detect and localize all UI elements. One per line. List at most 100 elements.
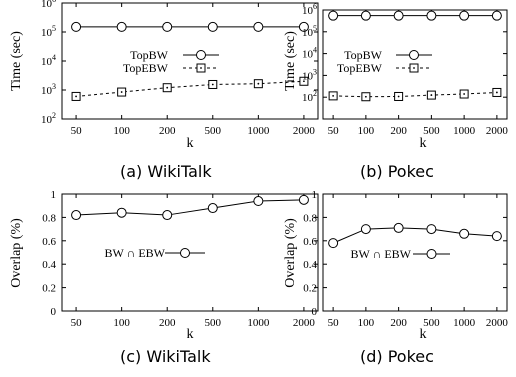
x-tick-label: 100	[358, 317, 375, 329]
plot-frame	[322, 9, 508, 120]
data-point-square-dot	[120, 91, 123, 93]
y-tick-label: 104	[302, 46, 317, 61]
data-point-circle	[253, 196, 264, 207]
x-tick-label: 50	[328, 317, 340, 329]
legend-marker-circle	[409, 50, 419, 60]
data-point-square-dot	[397, 95, 400, 98]
data-point-circle	[328, 10, 339, 21]
data-point-circle	[116, 207, 127, 218]
y-axis-label: Overlap (%)	[283, 218, 298, 288]
x-tick-label: 100	[113, 125, 130, 137]
data-point-circle	[298, 194, 309, 205]
plot-frame	[61, 193, 319, 312]
data-point-circle	[426, 224, 437, 235]
x-tick-label: 50	[328, 125, 340, 137]
data-point-circle	[162, 21, 173, 32]
plot-frame	[61, 2, 319, 120]
series-line-2	[76, 80, 304, 97]
y-axis-label: Time (sec)	[283, 31, 298, 91]
chart-caption: (b) Pokec	[360, 162, 434, 181]
x-tick-label: 500	[205, 317, 222, 329]
data-point-square-dot	[364, 95, 367, 98]
y-tick-label: 0	[51, 306, 57, 318]
y-tick-label: 104	[41, 53, 56, 68]
chart-panel-2: 102 103 104 105 106 50 100 200 500 1000 2000 k Time …	[283, 2, 508, 181]
data-point-square-dot	[332, 94, 335, 97]
x-tick-label: 50	[71, 125, 83, 137]
legend-marker-circle	[426, 249, 437, 259]
y-tick-label: 105	[302, 24, 317, 39]
x-tick-label: 50	[71, 317, 83, 329]
data-point-circle	[491, 10, 502, 21]
data-point-circle	[328, 238, 339, 249]
legend-label: TopEBW	[123, 61, 169, 75]
y-tick-label: 103	[302, 67, 317, 82]
chart-caption: (d) Pokec	[360, 347, 434, 366]
data-point-square-dot	[257, 82, 260, 85]
data-point-square-dot	[495, 91, 498, 94]
series-line-1	[76, 199, 304, 216]
x-tick-label: 2000	[293, 317, 316, 329]
legend-label: TopBW	[130, 48, 168, 62]
y-tick-label: 0.4	[42, 259, 56, 271]
legend-marker-square-dot	[413, 67, 415, 69]
y-axis-label: Time (sec)	[9, 31, 24, 91]
x-axis-label: k	[420, 327, 427, 342]
data-point-circle	[116, 21, 127, 32]
x-tick-label: 200	[159, 317, 176, 329]
data-point-circle	[360, 10, 371, 21]
data-point-circle	[393, 222, 404, 233]
y-tick-label: 0.8	[42, 212, 56, 224]
x-tick-label: 200	[390, 317, 407, 329]
y-tick-label: 1	[51, 189, 57, 201]
x-tick-label: 500	[205, 125, 222, 137]
data-point-circle	[426, 10, 437, 21]
plot-frame	[322, 193, 508, 312]
data-point-circle	[491, 231, 502, 242]
data-point-square-dot	[211, 83, 214, 86]
x-axis-label: k	[420, 136, 427, 151]
data-point-circle	[393, 10, 404, 21]
y-tick-label: 0.8	[303, 212, 317, 224]
data-point-square-dot	[75, 95, 77, 98]
x-axis-label: k	[187, 327, 194, 342]
x-tick-label: 500	[423, 125, 440, 137]
data-point-circle	[71, 21, 82, 32]
y-tick-label: 103	[41, 82, 56, 97]
x-tick-label: 1000	[247, 317, 270, 329]
data-point-circle	[71, 210, 82, 221]
y-tick-label: 106	[302, 2, 317, 17]
y-tick-label: 102	[302, 89, 317, 104]
chart-panel-4: 0 0.2 0.4 0.6 0.8 1 50 100 200 500 1000 2000 k Overla…	[283, 189, 508, 366]
chart-caption: (a) WikiTalk	[120, 162, 212, 181]
y-tick-label: 0	[312, 306, 318, 318]
x-tick-label: 1000	[453, 125, 476, 137]
data-point-square-dot	[303, 80, 305, 83]
x-tick-label: 2000	[486, 317, 509, 329]
legend-label: BW ∩ EBW	[351, 247, 412, 261]
chart-caption: (c) WikiTalk	[120, 347, 211, 366]
data-point-square-dot	[430, 94, 433, 96]
series-line-1	[332, 227, 497, 244]
data-point-circle	[207, 21, 218, 32]
x-tick-label: 2000	[486, 125, 509, 137]
x-tick-label: 500	[423, 317, 440, 329]
y-axis-label: Overlap (%)	[9, 218, 24, 288]
chart-panel-3: 0 0.2 0.4 0.6 0.8 1 50 100 200 500 1000 2000 k Overla…	[9, 189, 319, 366]
x-tick-label: 200	[390, 125, 407, 137]
legend-marker-square-dot	[200, 67, 202, 69]
chart-panel-1: 102 103 104 105 106 50 100 200 500 1000 2000 k Time …	[9, 0, 319, 181]
data-point-circle	[253, 21, 264, 32]
legend-marker-circle	[180, 248, 190, 258]
y-tick-label: 0.2	[42, 283, 56, 295]
legend-label: TopBW	[344, 48, 382, 62]
legend-label: BW ∩ EBW	[105, 246, 166, 260]
y-tick-label: 102	[41, 111, 56, 126]
x-tick-label: 100	[113, 317, 130, 329]
y-tick-label: 0.6	[42, 236, 56, 248]
x-tick-label: 1000	[453, 317, 476, 329]
data-point-circle	[162, 210, 173, 221]
x-axis-label: k	[187, 136, 194, 151]
x-tick-label: 100	[358, 125, 375, 137]
